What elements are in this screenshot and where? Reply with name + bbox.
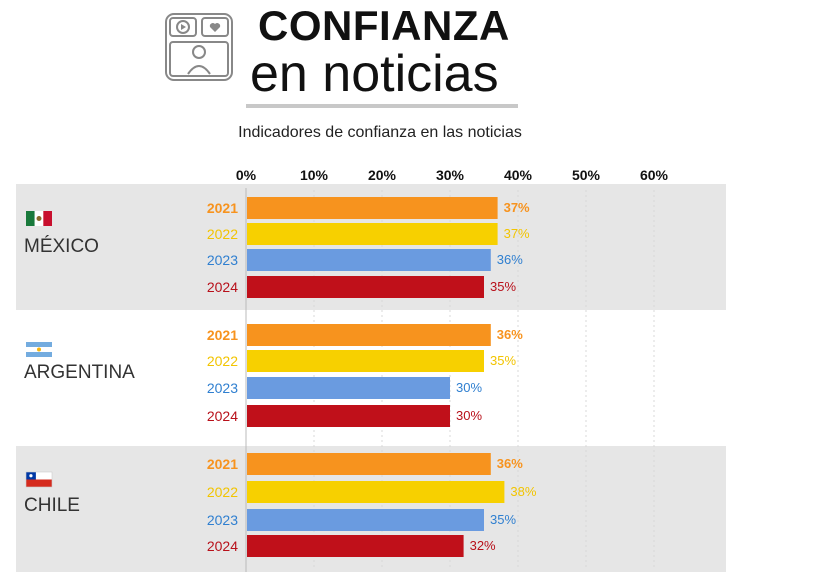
value-label: 32%	[470, 538, 496, 553]
bar-2024	[247, 276, 484, 298]
x-tick-label: 20%	[368, 167, 397, 183]
bar-2023	[247, 377, 450, 399]
mexico-flag-icon	[26, 211, 52, 226]
title-underline	[246, 104, 518, 108]
bar-2022	[247, 481, 505, 503]
bar-2021	[247, 453, 491, 475]
country-label: ARGENTINA	[24, 362, 135, 383]
year-label-2022: 2022	[207, 484, 238, 500]
year-label-2022: 2022	[207, 226, 238, 242]
country-label: MÉXICO	[24, 236, 99, 257]
bar-2023	[247, 509, 484, 531]
x-tick-label: 10%	[300, 167, 329, 183]
value-label: 36%	[497, 456, 523, 471]
value-label: 38%	[510, 484, 536, 499]
value-label: 36%	[497, 252, 523, 267]
value-label: 36%	[497, 327, 523, 342]
year-label-2021: 2021	[207, 200, 238, 216]
year-label-2023: 2023	[207, 252, 238, 268]
bar-2024	[247, 535, 464, 557]
x-tick-label: 50%	[572, 167, 601, 183]
value-label: 35%	[490, 512, 516, 527]
bar-2022	[247, 350, 484, 372]
bar-2021	[247, 324, 491, 346]
x-tick-label: 30%	[436, 167, 465, 183]
year-label-2021: 2021	[207, 327, 238, 343]
x-tick-label: 40%	[504, 167, 533, 183]
year-label-2024: 2024	[207, 408, 238, 424]
header: CONFIANZA en noticias	[0, 0, 828, 120]
chile-flag-icon	[25, 471, 53, 488]
country-label: CHILE	[24, 495, 80, 516]
bar-2023	[247, 249, 491, 271]
bar-2024	[247, 405, 450, 427]
value-label: 35%	[490, 353, 516, 368]
chart-subtitle: Indicadores de confianza en las noticias	[238, 124, 522, 141]
news-broadcast-icon	[165, 13, 233, 81]
value-label: 35%	[490, 279, 516, 294]
title-line2: en noticias	[250, 45, 499, 103]
title-line1: CONFIANZA	[258, 2, 510, 49]
year-label-2022: 2022	[207, 353, 238, 369]
value-label: 37%	[504, 226, 530, 241]
value-label: 37%	[504, 200, 530, 215]
year-label-2023: 2023	[207, 380, 238, 396]
year-label-2024: 2024	[207, 538, 238, 554]
argentina-flag-icon	[26, 342, 52, 357]
x-tick-label: 0%	[236, 167, 257, 183]
bar-2021	[247, 197, 498, 219]
value-label: 30%	[456, 380, 482, 395]
x-tick-label: 60%	[640, 167, 669, 183]
bar-2022	[247, 223, 498, 245]
value-label: 30%	[456, 408, 482, 423]
year-label-2023: 2023	[207, 512, 238, 528]
year-label-2021: 2021	[207, 456, 238, 472]
year-label-2024: 2024	[207, 279, 238, 295]
